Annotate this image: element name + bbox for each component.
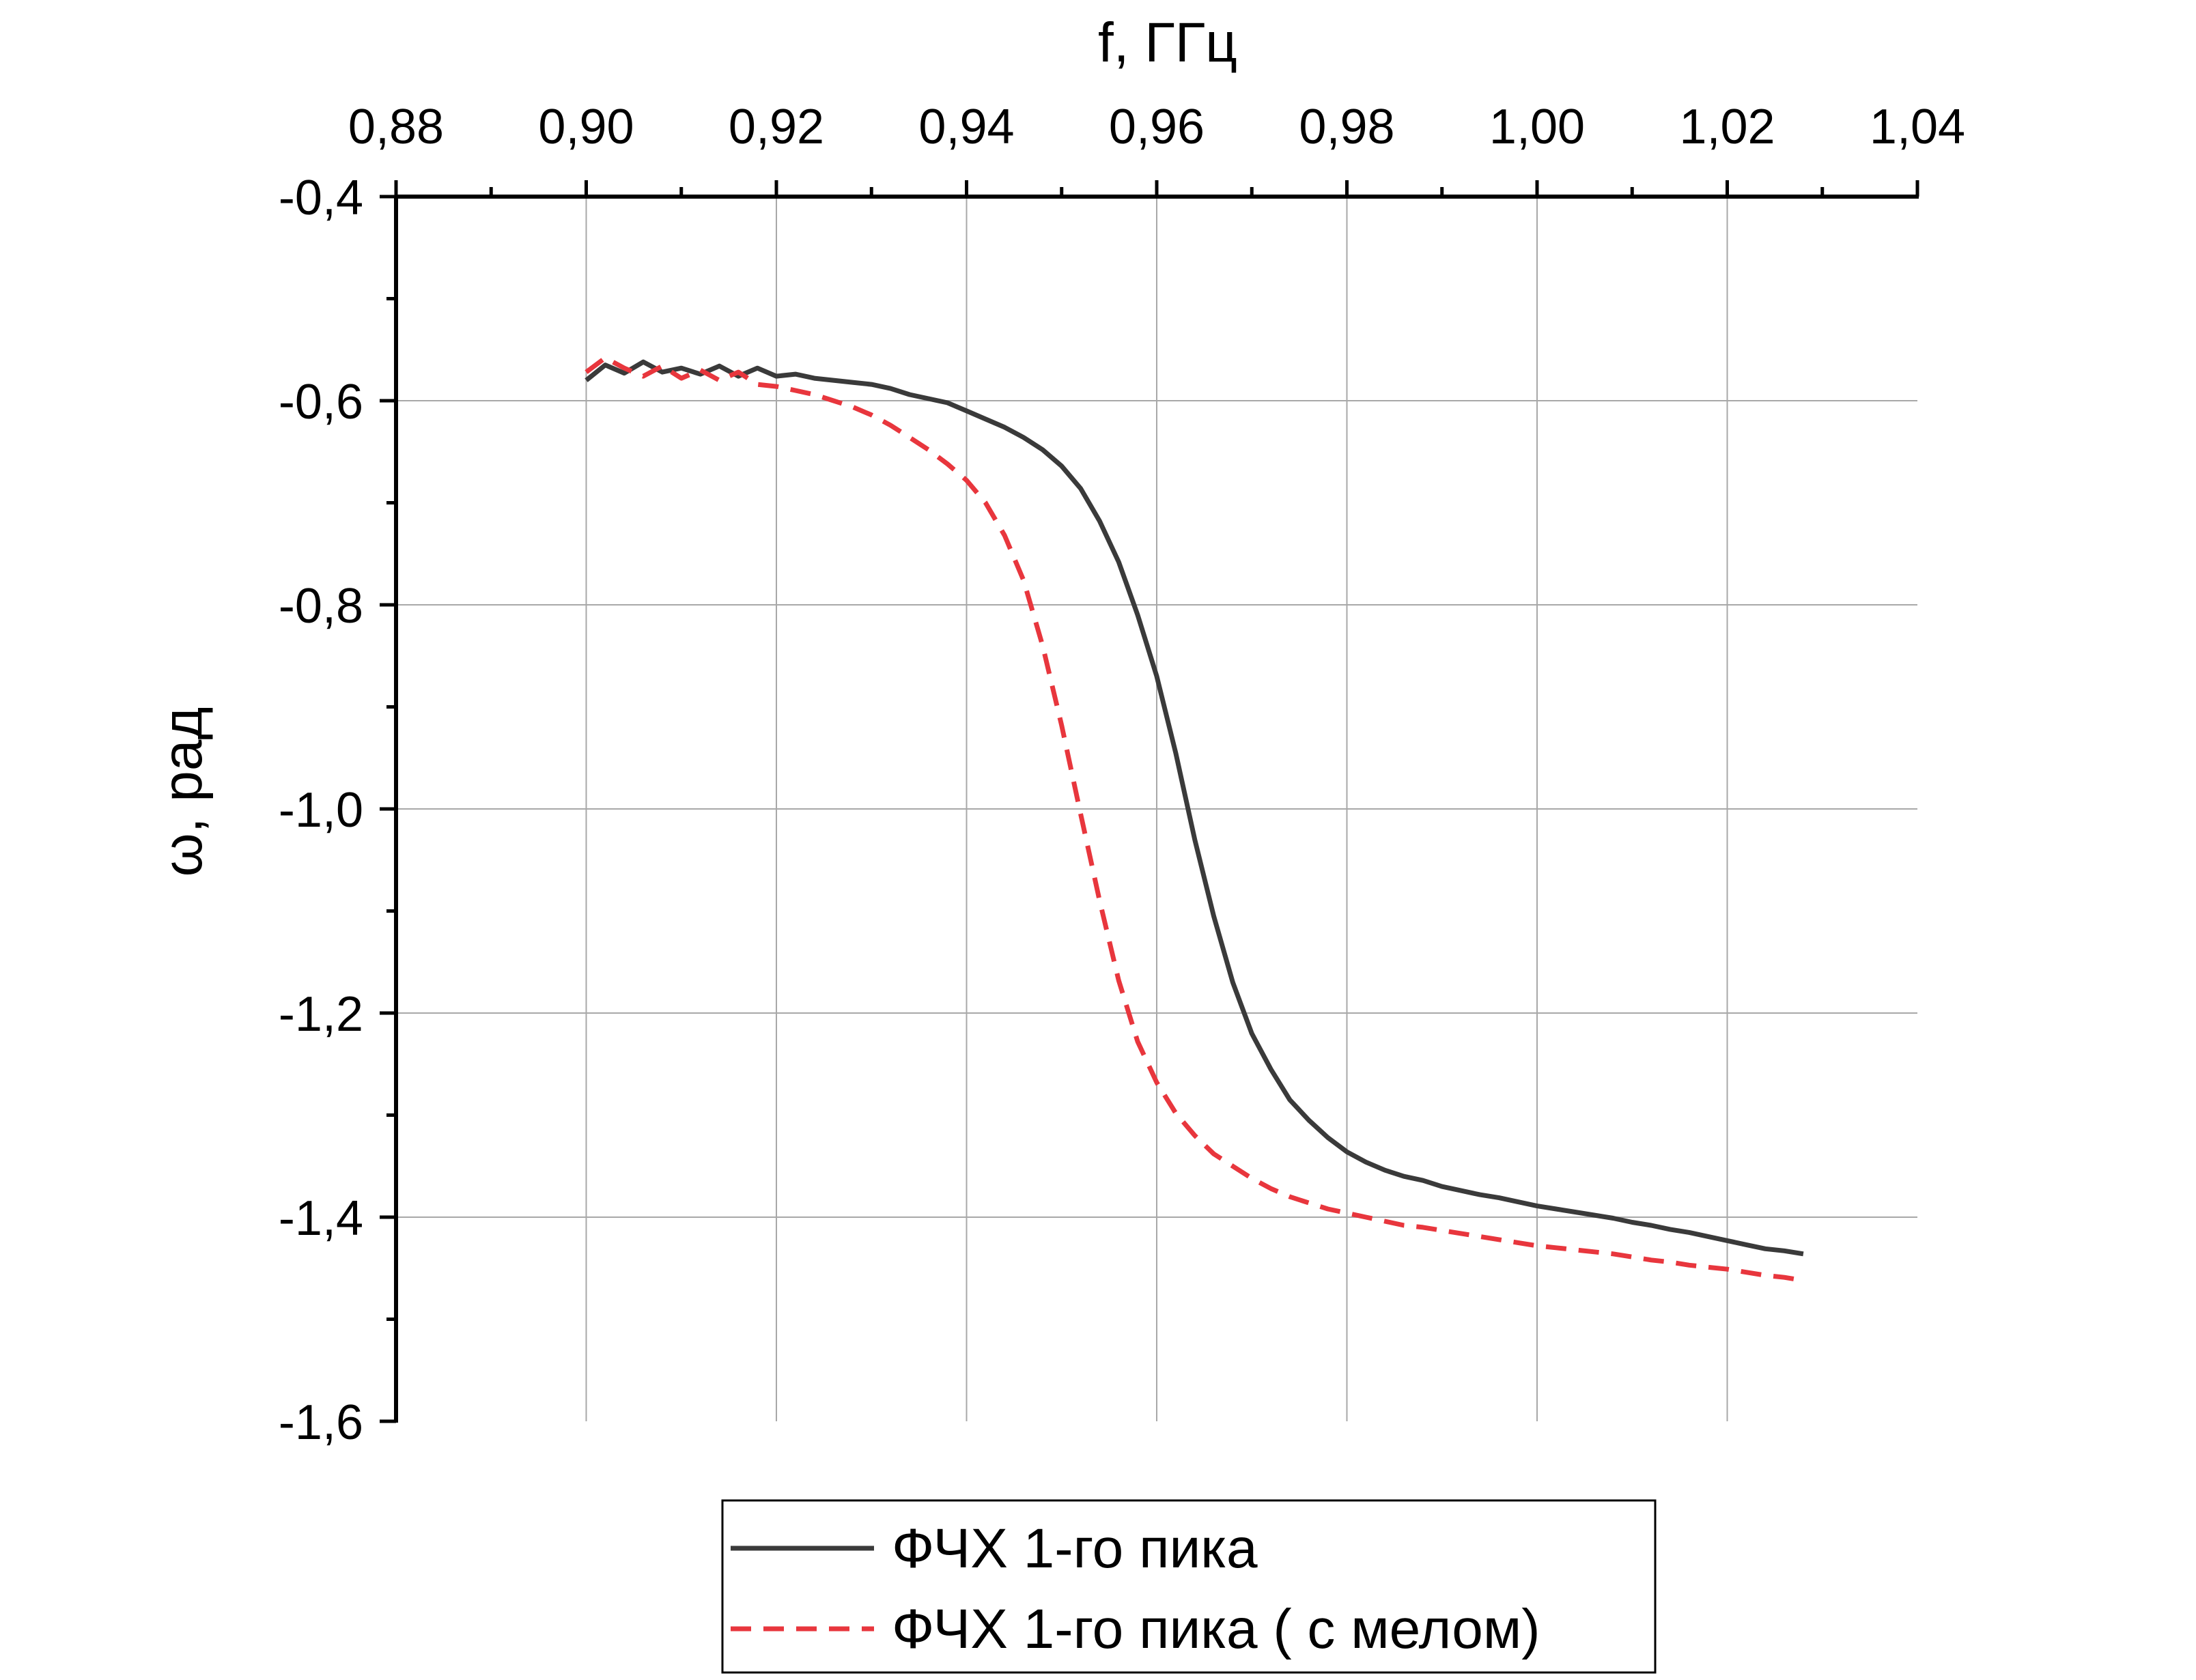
x-tick-label: 0,98 [1299,100,1394,154]
x-axis-title: f, ГГц [1098,12,1237,74]
y-tick-label: -1,0 [279,783,363,838]
y-tick-label: -0,6 [279,375,363,429]
legend-label-2: ФЧХ 1-го пика ( с мелом) [892,1598,1540,1660]
series-layer [585,355,1804,1283]
x-tick-label: 0,94 [918,100,1014,154]
y-tick-label: -1,6 [279,1395,363,1450]
x-tick-label: 1,02 [1679,100,1775,154]
y-tick-label: -0,4 [279,171,363,225]
series-line-2 [585,355,1804,1283]
y-tick-label: -1,2 [279,987,363,1042]
ticks: 0,88 0,90 0,92 0,94 0,96 0,98 1,00 1,02 1,04 -0,4… [279,100,1965,1450]
y-tick-label: -1,4 [279,1191,363,1246]
legend-box [721,1499,1657,1674]
y-tick-label: -0,8 [279,579,363,633]
x-tick-label: 0,92 [729,100,824,154]
x-tick-label: 1,00 [1489,100,1585,154]
legend-label-1: ФЧХ 1-го пика [892,1518,1258,1580]
x-tick-label: 0,96 [1109,100,1205,154]
x-tick-label: 0,90 [538,100,634,154]
series-line-1 [585,359,1804,1257]
legend: ФЧХ 1-го пика ФЧХ 1-го пика ( с мелом) [721,1499,1657,1674]
grid [396,197,1917,1421]
y-axis-title: ω, рад [152,707,214,877]
x-tick-label: 1,04 [1870,100,1965,154]
x-tick-label: 0,88 [348,100,444,154]
